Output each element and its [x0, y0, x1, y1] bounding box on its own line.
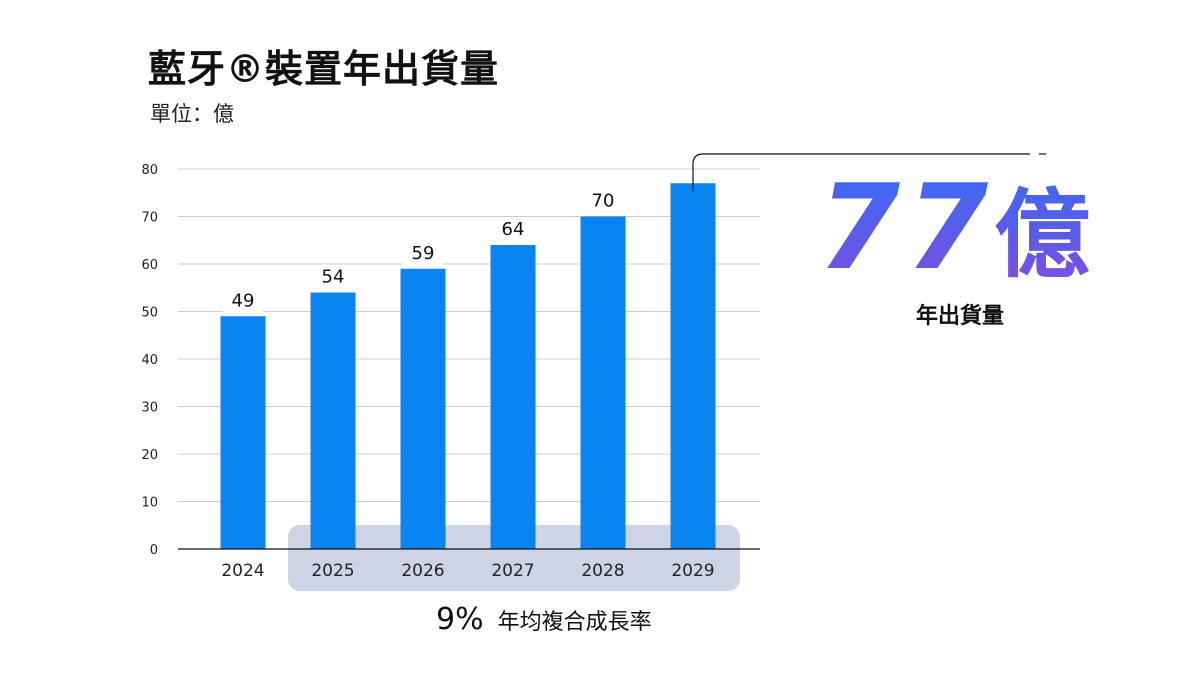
- data-label-bg: [403, 242, 443, 267]
- y-tick-label: 80: [141, 163, 158, 178]
- data-label-bg: [223, 290, 263, 315]
- highlight-value: 77億: [818, 168, 1090, 286]
- cagr-value: 9%: [436, 602, 484, 637]
- cagr-label: 年均複合成長率: [497, 610, 652, 635]
- x-tick-label: 2027: [491, 561, 534, 581]
- bar: [310, 292, 356, 549]
- bar: [490, 245, 536, 549]
- data-label-bg: [313, 266, 353, 291]
- y-tick-label: 0: [150, 543, 158, 558]
- x-tick-label: 2028: [581, 561, 624, 581]
- bar: [670, 183, 716, 549]
- data-label: 49: [232, 290, 255, 311]
- y-tick-label: 30: [141, 401, 158, 416]
- x-tick-label: 2025: [311, 561, 354, 581]
- x-tick-label: 2026: [401, 561, 444, 581]
- data-label: 64: [502, 219, 525, 240]
- highlight-label: 年出貨量: [916, 304, 1005, 329]
- data-label: 54: [322, 267, 345, 288]
- y-tick-label: 50: [141, 306, 158, 321]
- x-tick-label: 2029: [671, 561, 714, 581]
- x-tick-label: 2024: [221, 561, 264, 581]
- y-tick-label: 40: [141, 353, 158, 368]
- cagr-caption: 9% 年均複合成長率: [436, 602, 652, 637]
- bar: [220, 316, 266, 549]
- data-label-bg: [493, 219, 533, 243]
- callout-line: [692, 153, 1030, 192]
- y-tick-label: 70: [141, 211, 158, 226]
- unit-label: 單位：億: [150, 102, 234, 126]
- chart-title: 藍牙®裝置年出貨量: [148, 47, 500, 91]
- highlight-unit: 億: [994, 179, 1091, 291]
- bar: [400, 268, 446, 549]
- bar: [580, 216, 626, 549]
- data-label: 59: [412, 243, 435, 264]
- data-label: 70: [592, 191, 615, 212]
- y-tick-label: 60: [141, 258, 158, 273]
- y-tick-label: 10: [141, 496, 158, 511]
- y-tick-label: 20: [141, 448, 158, 463]
- data-label-bg: [583, 190, 623, 215]
- highlight-number: 77: [818, 158, 995, 296]
